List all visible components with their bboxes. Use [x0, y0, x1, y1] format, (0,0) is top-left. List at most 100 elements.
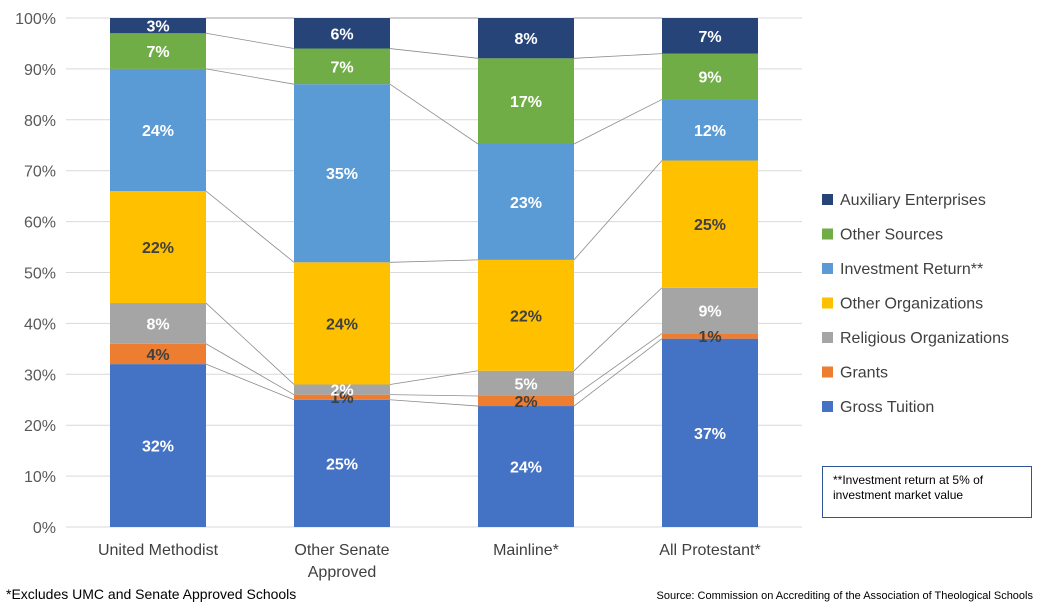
- legend-swatch: [822, 401, 833, 412]
- bar-segment: [294, 84, 390, 263]
- data-label: 22%: [510, 308, 542, 325]
- bar-segment: [478, 58, 574, 144]
- series-line-other-sources: [573, 53, 663, 59]
- bar-segment: [110, 343, 206, 365]
- data-label: 7%: [698, 29, 721, 46]
- legend-item: Gross Tuition: [822, 399, 934, 416]
- legend-swatch: [822, 297, 833, 309]
- bar-segment: [110, 33, 206, 69]
- source-note: Source: Commission on Accrediting of the…: [656, 590, 1033, 602]
- data-label: 4%: [146, 347, 169, 364]
- data-label: 24%: [326, 316, 358, 333]
- y-tick-label: 40%: [24, 316, 56, 333]
- data-label: 7%: [330, 59, 353, 76]
- data-label: 22%: [142, 240, 174, 257]
- data-label: 25%: [326, 456, 358, 473]
- legend-swatch: [822, 228, 833, 240]
- legend-item: Investment Return**: [822, 261, 983, 278]
- y-tick-label: 90%: [24, 62, 56, 79]
- series-line-other-sources: [389, 48, 479, 59]
- series-line-gross-tuition: [389, 399, 479, 407]
- bar-segment: [294, 262, 390, 385]
- y-tick-label: 70%: [24, 164, 56, 181]
- y-tick-label: 50%: [24, 266, 56, 283]
- series-line-other-organizations: [573, 160, 663, 261]
- bar-segment: [294, 18, 390, 49]
- data-label: 2%: [330, 383, 353, 400]
- series-line-gross-tuition: [205, 363, 295, 401]
- data-label: 5%: [514, 376, 537, 393]
- footnote: *Excludes UMC and Senate Approved School…: [6, 586, 297, 602]
- series-line-religious-organizations: [205, 302, 295, 385]
- data-label: 3%: [146, 19, 169, 36]
- bar-segment: [110, 68, 206, 192]
- y-tick-label: 0%: [33, 520, 56, 537]
- bar-segment: [294, 384, 390, 395]
- series-line-religious-organizations: [389, 370, 479, 385]
- series-line-other-organizations: [389, 259, 479, 263]
- legend-label: Investment Return**: [840, 261, 983, 278]
- bar-segment: [478, 143, 574, 260]
- legend-swatch: [822, 332, 833, 343]
- data-label: 23%: [510, 195, 542, 212]
- x-tick-label: United Methodist: [98, 542, 219, 559]
- series-line-investment-return: [573, 99, 663, 145]
- data-label: 8%: [146, 316, 169, 333]
- data-label: 1%: [330, 390, 353, 407]
- series-line-gross-tuition: [573, 338, 663, 407]
- legend-label: Grants: [840, 365, 888, 382]
- bar-segment: [662, 53, 758, 100]
- legend-swatch: [822, 263, 833, 274]
- data-label: 6%: [330, 26, 353, 43]
- data-label: 25%: [694, 217, 726, 234]
- data-label: 7%: [146, 44, 169, 61]
- legend-item: Other Sources: [822, 227, 943, 244]
- bar-segment: [478, 18, 574, 59]
- x-tick-label: Other Senate Approved: [294, 542, 389, 581]
- bar-segment: [478, 395, 574, 407]
- legend-item: Religious Organizations: [822, 330, 1009, 347]
- bar-segment: [662, 160, 758, 288]
- bar-segment: [478, 259, 574, 371]
- data-label: 24%: [510, 460, 542, 477]
- series-line-other-sources: [205, 32, 295, 49]
- series-line-grants: [389, 394, 479, 397]
- investment-return-note: **Investment return at 5% of investment …: [822, 466, 1032, 518]
- data-label: 2%: [514, 394, 537, 411]
- bar-segment: [294, 48, 390, 85]
- x-tick-label: All Protestant*: [659, 542, 760, 559]
- legend-item: Grants: [822, 365, 888, 382]
- y-tick-label: 30%: [24, 367, 56, 384]
- data-label: 17%: [510, 94, 542, 111]
- series-line-grants: [573, 333, 663, 397]
- series-line-grants: [205, 343, 295, 396]
- data-label: 1%: [698, 329, 721, 346]
- bar-segment: [110, 364, 206, 527]
- bar-segment: [662, 287, 758, 334]
- y-tick-label: 100%: [15, 11, 56, 28]
- y-tick-label: 60%: [24, 215, 56, 232]
- legend-item: Auxiliary Enterprises: [822, 192, 986, 209]
- data-label: 9%: [698, 70, 721, 87]
- series-line-investment-return: [389, 83, 479, 145]
- bar-segment: [478, 370, 574, 396]
- series-line-other-organizations: [205, 190, 295, 263]
- series-line-religious-organizations: [573, 287, 663, 372]
- bar-segment: [662, 333, 758, 339]
- legend-label: Religious Organizations: [840, 330, 1009, 347]
- bar-segment: [662, 99, 758, 161]
- bar-segment: [110, 303, 206, 344]
- y-tick-label: 20%: [24, 418, 56, 435]
- legend-label: Other Organizations: [840, 296, 983, 313]
- series-line-investment-return: [205, 68, 295, 85]
- data-label: 12%: [694, 123, 726, 140]
- data-label: 24%: [142, 123, 174, 140]
- bar-segment: [294, 399, 390, 527]
- bar-segment: [662, 338, 758, 527]
- legend-swatch: [822, 366, 833, 378]
- legend-swatch: [822, 194, 833, 205]
- data-label: 35%: [326, 166, 358, 183]
- legend-label: Gross Tuition: [840, 399, 934, 416]
- y-tick-label: 10%: [24, 469, 56, 486]
